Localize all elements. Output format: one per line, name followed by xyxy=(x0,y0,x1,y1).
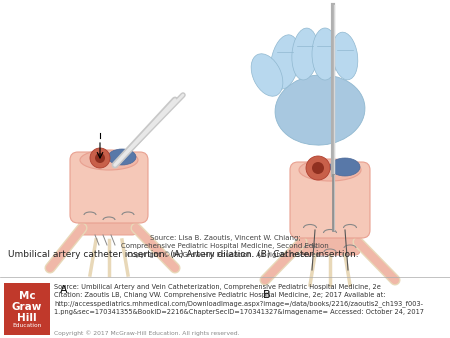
FancyBboxPatch shape xyxy=(290,162,370,238)
Ellipse shape xyxy=(330,158,360,176)
Circle shape xyxy=(312,162,324,174)
Text: Graw: Graw xyxy=(12,302,42,312)
Text: Copyright © 2017 McGraw-Hill Education. All rights reserved.: Copyright © 2017 McGraw-Hill Education. … xyxy=(54,330,239,336)
Text: Source: Lisa B. Zaoutis, Vincent W. Chiang;
Comprehensive Pediatric Hospital Med: Source: Lisa B. Zaoutis, Vincent W. Chia… xyxy=(121,235,329,258)
FancyBboxPatch shape xyxy=(4,283,50,335)
Text: Mc: Mc xyxy=(19,291,35,301)
Ellipse shape xyxy=(80,150,138,170)
Text: Hill: Hill xyxy=(17,313,37,323)
Text: A: A xyxy=(60,285,68,295)
Ellipse shape xyxy=(270,35,300,89)
Text: B: B xyxy=(263,290,270,300)
Ellipse shape xyxy=(251,54,283,96)
Circle shape xyxy=(90,148,110,168)
Ellipse shape xyxy=(332,32,358,80)
FancyBboxPatch shape xyxy=(79,200,137,235)
Ellipse shape xyxy=(312,28,338,80)
Ellipse shape xyxy=(108,149,136,165)
Ellipse shape xyxy=(292,28,318,80)
Circle shape xyxy=(95,153,105,163)
Ellipse shape xyxy=(275,75,365,145)
Text: Education: Education xyxy=(13,323,41,328)
Ellipse shape xyxy=(299,159,361,181)
Text: Umbilical artery catheter insertion. (A) Artery dilation. (B) Catheter insertion: Umbilical artery catheter insertion. (A)… xyxy=(8,250,359,259)
FancyBboxPatch shape xyxy=(70,152,148,223)
Circle shape xyxy=(306,156,330,180)
Text: Source: Umbilical Artery and Vein Catheterization, Comprehensive Pediatric Hospi: Source: Umbilical Artery and Vein Cathet… xyxy=(54,284,424,315)
FancyBboxPatch shape xyxy=(300,217,360,255)
